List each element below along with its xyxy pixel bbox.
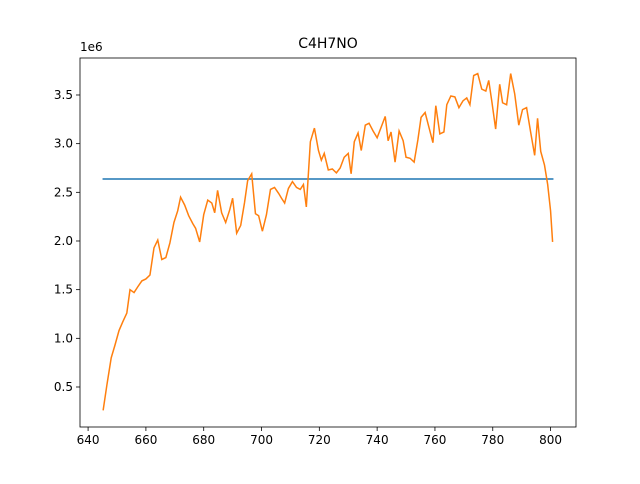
x-tick-label: 700	[250, 433, 273, 447]
x-tick-label: 780	[481, 433, 504, 447]
y-tick-label: 0.5	[54, 380, 73, 394]
y-tick-label: 3.0	[54, 137, 73, 151]
y-tick-label: 2.5	[54, 185, 73, 199]
plot-frame	[79, 57, 577, 428]
x-tick-label: 640	[77, 433, 100, 447]
x-tick-label: 800	[539, 433, 562, 447]
x-tick-label: 680	[192, 433, 215, 447]
series-line	[102, 72, 554, 411]
x-tick-label: 660	[134, 433, 157, 447]
x-tick-label: 720	[308, 433, 331, 447]
y-tick-label: 2.0	[54, 234, 73, 248]
chart-title: C4H7NO	[298, 36, 358, 52]
y-tick-label: 3.5	[54, 88, 73, 102]
y-offset-label: 1e6	[80, 40, 103, 54]
y-tick-label: 1.0	[54, 331, 73, 345]
y-tick-label: 1.5	[54, 283, 73, 297]
x-tick-label: 760	[423, 433, 446, 447]
x-tick-label: 740	[366, 433, 389, 447]
